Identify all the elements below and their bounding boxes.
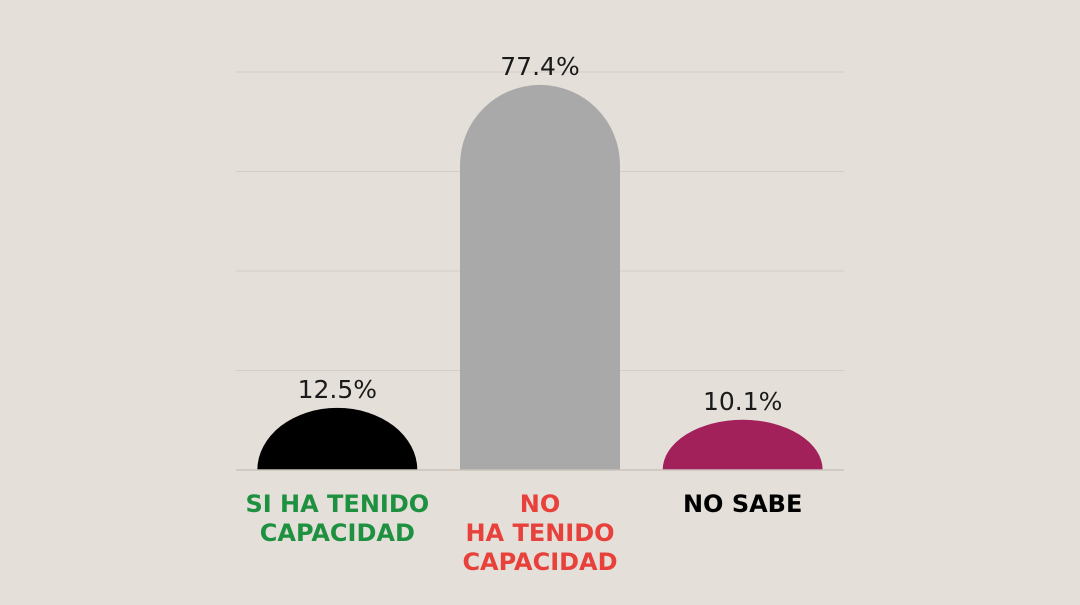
value-label: 12.5%: [298, 375, 377, 404]
bars: [257, 84, 823, 470]
value-label: 77.4%: [500, 52, 579, 81]
value-label: 10.1%: [703, 387, 782, 416]
category-label: NO SABE: [683, 490, 802, 518]
bar: [460, 84, 620, 470]
bar: [257, 407, 418, 470]
category-label: CAPACIDAD: [462, 548, 617, 576]
category-label: CAPACIDAD: [260, 519, 415, 547]
value-labels: 12.5% 77.4% 10.1%: [298, 52, 783, 416]
category-label: NO: [520, 490, 561, 518]
category-label: SI HA TENIDO: [245, 490, 429, 518]
bar: [662, 419, 823, 470]
category-label: HA TENIDO: [465, 519, 614, 547]
